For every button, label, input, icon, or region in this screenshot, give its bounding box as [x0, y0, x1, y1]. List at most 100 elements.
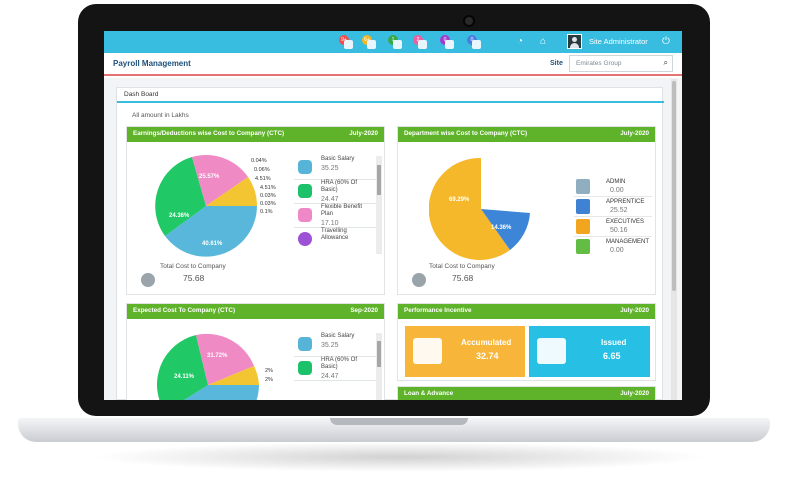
ctc-legend-value: 35.25 — [321, 165, 339, 172]
ctc-small-label: 0.03% — [260, 201, 276, 207]
accumulated-value: 32.74 — [476, 351, 499, 361]
performance-panel-title: Performance Incentive — [404, 307, 472, 314]
house-money-icon — [298, 184, 312, 198]
ctc-legend-label: Basic Salary — [321, 156, 355, 162]
department-item[interactable]: APPRENTICE 25.52 — [574, 197, 652, 217]
accumulated-card[interactable]: Accumulated 32.74 — [405, 326, 525, 377]
expected-legend-scrollbar[interactable] — [376, 333, 382, 400]
expected-slice-green — [156, 335, 208, 400]
loan-panel-date: July-2020 — [620, 390, 649, 397]
ctc-legend-label: HRA (60% Of Basic) — [321, 180, 358, 193]
ctc-small-label: 4.51% — [260, 185, 276, 191]
loan-panel-header: Loan & Advance July-2020 — [398, 387, 655, 400]
department-name: MANAGEMENT — [606, 239, 650, 245]
ctc-slice-label: 24.36% — [169, 213, 190, 219]
pie-chart-icon[interactable]: ◔ — [517, 36, 524, 47]
travel-globe-icon — [298, 232, 312, 246]
department-name: ADMIN — [606, 179, 626, 185]
expected-legend-label: HRA (60% Of Basic) — [321, 357, 358, 370]
ctc-legend-value: 17.10 — [321, 220, 339, 227]
performance-incentive-panel: Performance Incentive July-2020 Accumula… — [397, 303, 656, 381]
ctc-panel-title: Earnings/Deductions wise Cost to Company… — [133, 130, 285, 137]
department-slice-yellow — [429, 157, 510, 260]
user-name[interactable]: Site Administrator — [589, 37, 648, 46]
expected-legend-value: 24.47 — [321, 373, 339, 380]
avatar[interactable] — [567, 34, 582, 49]
page-scroll-thumb[interactable] — [672, 81, 676, 291]
department-item[interactable]: MANAGEMENT 0.00 — [574, 237, 652, 257]
site-selector-value: Emirates Group — [576, 60, 622, 67]
notification-check-icon[interactable]: 1 — [388, 35, 402, 49]
notification-doc-icon[interactable]: 2 — [413, 35, 427, 49]
department-item[interactable]: EXECUTIVES 50.16 — [574, 217, 652, 237]
house-money-icon — [298, 361, 312, 375]
ctc-small-label: 0.1% — [260, 209, 273, 215]
notification-mail-icon[interactable]: 9+ — [339, 35, 353, 49]
expected-slice-label: 31.72% — [207, 353, 228, 359]
cash-icon — [537, 338, 566, 364]
expected-slice-pink — [196, 333, 254, 385]
expected-legend-value: 35.25 — [321, 342, 339, 349]
home-icon[interactable]: ⌂ — [540, 36, 547, 47]
ctc-small-label: 0.03% — [260, 193, 276, 199]
dashboard-tab-label: Dash Board — [124, 91, 159, 98]
money-hand-icon — [413, 338, 442, 364]
expected-ctc-panel-header: Expected Cost To Company (CTC) Sep-2020 — [127, 304, 384, 319]
management-icon — [576, 239, 590, 254]
site-selector[interactable]: Emirates Group ⌕ — [569, 55, 673, 72]
ctc-total-value: 75.68 — [183, 273, 205, 283]
issued-value: 6.65 — [603, 351, 621, 361]
apprentice-icon — [576, 199, 590, 214]
ctc-legend-item[interactable]: HRA (60% Of Basic) 24.47 — [294, 180, 380, 204]
ctc-legend-item[interactable]: Flexible Benefit Plan 17.10 — [294, 204, 380, 228]
amount-note: All amount in Lakhs — [132, 112, 189, 119]
issued-label: Issued — [601, 338, 627, 347]
expected-small-label: 2% — [265, 368, 273, 374]
notification-task-icon[interactable]: 0 — [467, 35, 481, 49]
power-icon[interactable]: ⏻ — [662, 36, 670, 47]
department-panel-title: Department wise Cost to Company (CTC) — [404, 130, 528, 137]
expected-legend-item[interactable]: Basic Salary 35.25 — [294, 333, 380, 357]
department-panel: Department wise Cost to Company (CTC) Ju… — [397, 126, 656, 295]
department-value: 25.52 — [610, 207, 628, 214]
search-icon[interactable]: ⌕ — [663, 58, 668, 67]
department-panel-header: Department wise Cost to Company (CTC) Ju… — [398, 127, 655, 142]
expected-legend-label: Basic Salary — [321, 333, 355, 339]
ctc-legend-scroll-thumb[interactable] — [377, 165, 381, 195]
department-slice-blue — [481, 209, 530, 250]
department-value: 0.00 — [610, 247, 624, 254]
executives-icon — [576, 219, 590, 234]
page-scrollbar[interactable] — [671, 79, 677, 400]
ctc-legend-value: 24.47 — [321, 196, 339, 203]
accumulated-label: Accumulated — [461, 338, 512, 347]
expected-slice-blue — [184, 385, 259, 400]
ctc-legend-scrollbar[interactable] — [376, 156, 382, 254]
top-toolbar: 9+ 6+ 1 2 0 0 ◔ ⌂ Site Administrator ⏻ — [104, 31, 682, 53]
performance-panel-header: Performance Incentive July-2020 — [398, 304, 655, 319]
coins-icon — [412, 273, 426, 287]
performance-panel-date: July-2020 — [620, 307, 649, 314]
ctc-panel-header: Earnings/Deductions wise Cost to Company… — [127, 127, 384, 142]
department-value: 0.00 — [610, 187, 624, 194]
ctc-legend-item[interactable]: Travelling Allowance — [294, 228, 380, 252]
expected-legend-item[interactable]: HRA (60% Of Basic) 24.47 — [294, 357, 380, 381]
department-pie-chart — [429, 157, 530, 260]
money-bag-icon — [298, 160, 312, 174]
main-content: Dash Board All amount in Lakhs Earnings/… — [104, 78, 682, 400]
expected-legend-scroll-thumb[interactable] — [377, 341, 381, 367]
ctc-legend-item[interactable]: Basic Salary 35.25 — [294, 156, 380, 180]
dashboard-tab[interactable]: Dash Board — [117, 88, 664, 103]
ctc-slice-label: 40.61% — [202, 241, 223, 247]
notification-calendar-icon[interactable]: 0 — [440, 35, 454, 49]
issued-card[interactable]: Issued 6.65 — [529, 326, 650, 377]
ctc-small-label: 0.04% — [251, 158, 267, 164]
ctc-slice-pink — [192, 155, 248, 206]
notification-chat-icon[interactable]: 6+ — [362, 35, 376, 49]
department-item[interactable]: ADMIN 0.00 — [574, 177, 652, 197]
expected-small-label: 2% — [265, 377, 273, 383]
benefit-hand-icon — [298, 208, 312, 222]
expected-slice-yellow — [208, 366, 259, 385]
expected-ctc-panel-title: Expected Cost To Company (CTC) — [133, 307, 236, 314]
dashboard-card: Dash Board All amount in Lakhs Earnings/… — [116, 87, 664, 400]
ctc-panel-date: July-2020 — [349, 130, 378, 137]
